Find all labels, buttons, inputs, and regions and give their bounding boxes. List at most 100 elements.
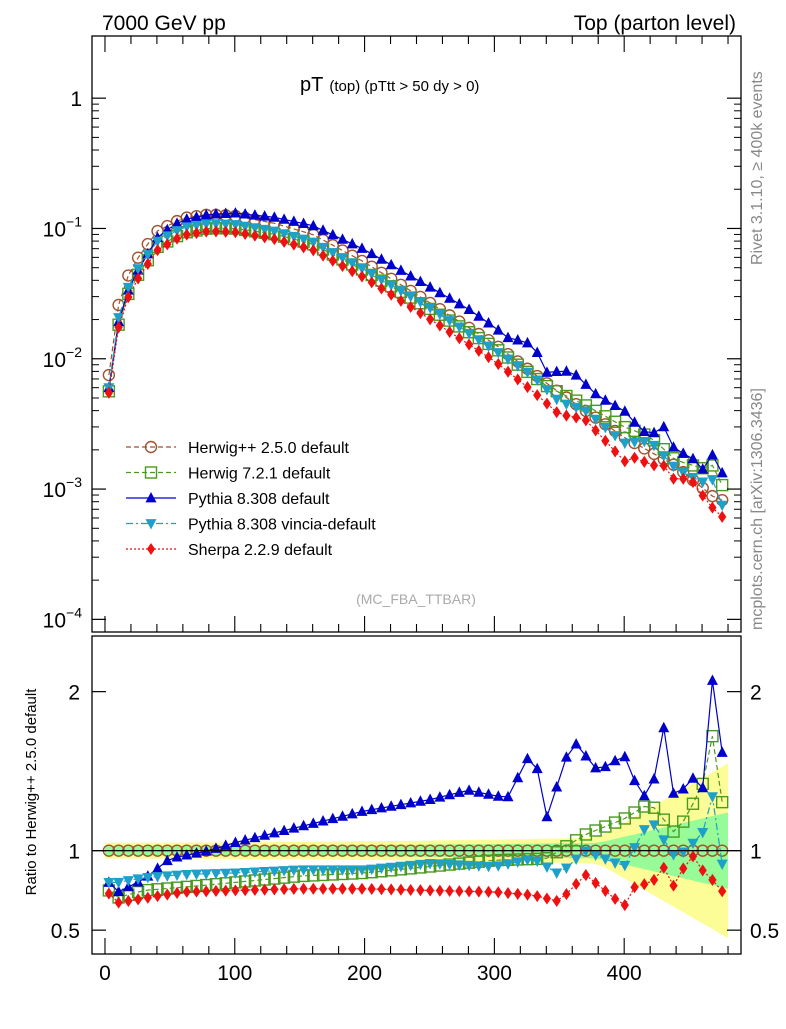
ratio-point-3-30 [395, 861, 407, 873]
ratio-point-4-49 [581, 868, 591, 882]
main-point-4-47 [562, 409, 571, 422]
ratio-point-4-6 [163, 888, 172, 901]
ratio-point-2-44 [531, 762, 543, 774]
ratio-point-4-37 [464, 885, 474, 898]
ratio-point-4-23 [328, 882, 337, 895]
main-point-4-39 [484, 351, 493, 364]
ratio-point-4-13 [231, 884, 240, 897]
ratio-point-4-28 [377, 883, 386, 896]
ratio-point-4-31 [406, 883, 415, 896]
main-point-3-34 [434, 309, 446, 321]
ratio-point-2-23 [327, 812, 339, 824]
ratio-point-4-34 [435, 884, 444, 897]
ratio-point-3-50 [590, 850, 602, 861]
main-point-2-46 [551, 365, 563, 377]
main-point-2-40 [492, 324, 504, 335]
watermark: (MC_FBA_TTBAR) [356, 591, 476, 607]
ratio-point-4-62 [708, 873, 717, 886]
ratio-point-4-19 [289, 882, 298, 896]
main-point-3-37 [463, 328, 475, 340]
main-point-3-1 [113, 313, 125, 324]
ratio-point-2-42 [512, 771, 524, 783]
ratio-point-4-41 [503, 887, 513, 900]
ratio-point-4-32 [416, 884, 425, 897]
plot-title-main: pT [300, 74, 323, 96]
main-point-4-40 [494, 357, 503, 371]
ratio-point-2-25 [346, 807, 358, 819]
main-point-4-13 [231, 226, 240, 239]
main-point-4-27 [367, 276, 376, 289]
main-point-3-16 [259, 224, 271, 236]
ratio-point-4-50 [591, 876, 600, 890]
main-point-2-54 [629, 416, 641, 427]
ratio-point-3-34 [434, 859, 446, 870]
ratio-point-3-26 [356, 865, 368, 876]
main-ytick-exp-2: −2 [66, 344, 82, 360]
ratio-point-4-59 [679, 862, 688, 875]
ratio-point-2-27 [366, 803, 378, 815]
ratio-point-2-52 [609, 754, 621, 766]
ratio-point-2-21 [307, 817, 319, 828]
ratio-point-1-56 [647, 801, 661, 814]
main-point-4-26 [357, 270, 367, 283]
ratio-point-4-33 [426, 884, 435, 897]
main-point-1-63 [715, 478, 729, 492]
ratio-point-1-51 [599, 820, 612, 833]
ratio-point-2-59 [677, 782, 689, 794]
ratio-point-4-2 [124, 894, 133, 908]
ratio-point-4-57 [659, 861, 668, 874]
xtick-label-0: 0 [99, 962, 111, 985]
ratio-point-2-57 [658, 721, 670, 733]
ratio-point-4-63 [718, 885, 727, 898]
ratio-point-2-36 [453, 786, 465, 797]
main-point-2-16 [259, 210, 271, 221]
mcplots-label: mcplots.cern.ch [arXiv:1306.3436] [749, 388, 766, 630]
ratio-point-2-63 [716, 746, 728, 757]
main-point-4-61 [698, 489, 707, 502]
xtick-label-4: 400 [607, 962, 642, 985]
ratio-point-4-8 [182, 885, 191, 898]
main-point-4-43 [523, 381, 532, 394]
ratio-point-3-18 [278, 866, 290, 877]
ratio-point-3-41 [502, 859, 514, 870]
main-point-4-20 [299, 241, 308, 254]
main-point-4-44 [533, 389, 542, 402]
ratio-point-2-54 [629, 774, 641, 786]
ratio-point-3-60 [687, 838, 699, 850]
ratio-point-1-55 [638, 800, 651, 813]
main-point-2-56 [648, 426, 660, 438]
ratio-point-3-0 [103, 878, 115, 889]
ratio-point-2-55 [638, 789, 650, 801]
main-point-3-40 [492, 348, 504, 359]
main-point-2-58 [668, 441, 680, 452]
legend-label-0: Herwig++ 2.5.0 default [188, 440, 350, 457]
main-point-2-60 [687, 452, 699, 464]
ratio-point-2-50 [590, 761, 602, 773]
main-point-1-53 [618, 420, 632, 434]
ratio-point-4-24 [338, 882, 347, 895]
main-ytick-exp-4: −4 [66, 604, 82, 620]
main-point-3-42 [512, 361, 524, 372]
main-point-4-21 [309, 244, 318, 257]
main-point-3-56 [648, 440, 660, 452]
main-point-4-45 [542, 397, 552, 410]
main-point-4-38 [474, 344, 483, 357]
main-ytick-label-0: 1 [70, 88, 82, 111]
ratio-point-1-60 [686, 797, 700, 810]
main-point-2-49 [580, 378, 592, 389]
ratio-point-1-58 [667, 825, 680, 838]
main-point-4-53 [620, 455, 629, 468]
ratio-point-2-45 [541, 810, 553, 822]
main-point-3-3 [132, 264, 144, 275]
main-point-2-7 [171, 217, 183, 228]
ratio-point-2-46 [551, 781, 563, 792]
ratio-point-3-12 [220, 868, 232, 880]
ratio-point-3-49 [580, 846, 592, 857]
ratio-point-1-50 [589, 824, 602, 837]
ratio-point-3-9 [190, 869, 202, 881]
main-point-3-15 [249, 223, 261, 234]
main-point-4-63 [718, 510, 727, 523]
ratio-point-4-44 [533, 890, 542, 903]
main-point-4-50 [591, 424, 600, 437]
ratio-point-3-38 [473, 861, 485, 872]
